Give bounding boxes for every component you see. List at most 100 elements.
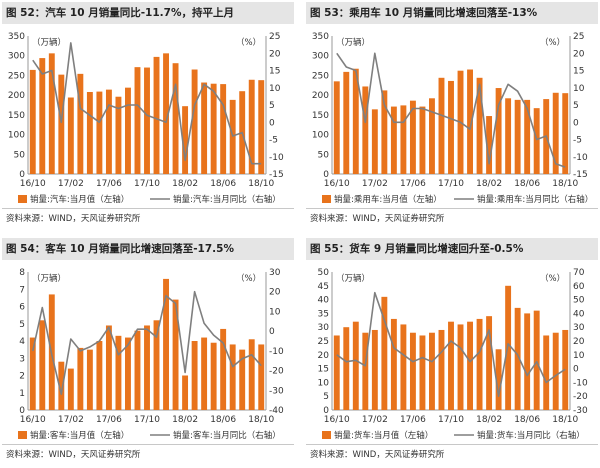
bar — [134, 330, 141, 410]
x-tick-label: 17/02 — [58, 415, 84, 425]
y-tick-label-left: 6 — [19, 303, 25, 313]
bar — [182, 106, 189, 174]
y-tick-label-left: 50 — [318, 268, 330, 278]
bar — [486, 116, 493, 174]
x-tick-label: 17/02 — [362, 415, 388, 425]
legend-bar-swatch — [18, 195, 27, 203]
x-tick-label: 17/06 — [96, 415, 122, 425]
bar — [495, 88, 502, 174]
y-tick-label-right: -5 — [573, 136, 582, 146]
bar — [115, 335, 122, 410]
chart-svg-truck: 0 5 10 15 20 25 30 35 40 45 50 -30 -20 -10 0 10 20 30 40 50… — [318, 268, 588, 441]
chart-panel-truck: 图 55：货车 9 月销量同比增速回升至-0.5% 0 5 10 15 20 25 30 35… — [306, 238, 598, 466]
bar — [352, 68, 359, 174]
y-tick-label-left: 25 — [318, 337, 329, 347]
y-tick-label-left: 50 — [14, 150, 26, 160]
bar — [362, 332, 369, 410]
bar — [486, 316, 493, 410]
bar — [438, 77, 445, 174]
legend-bar-swatch — [322, 195, 331, 203]
legend-bar-swatch — [322, 431, 331, 439]
legend-line-label: 销量:汽车:当月同比（右轴） — [173, 194, 281, 205]
chart-svg-bus: 0 1 2 3 4 5 6 7 8 -40 -30 -20 -10 0 10 20 30 （万辆） （%） 16/10… — [18, 268, 284, 441]
bar — [457, 324, 464, 410]
bar — [29, 69, 36, 174]
chart-panel-auto: 图 52：汽车 10 月销量同比-11.7%，持平上月 0 50 100 150 200… — [2, 2, 294, 230]
x-tick-label: 17/10 — [438, 415, 464, 425]
y-tick-label-left: 200 — [8, 91, 25, 101]
y-tick-label-left: 5 — [323, 392, 329, 402]
bar — [343, 327, 350, 410]
y-tick-label-right: 20 — [573, 49, 585, 59]
y-tick-label-left: 0 — [323, 406, 329, 416]
bar — [77, 347, 84, 410]
bar — [86, 349, 93, 410]
bar — [144, 325, 150, 410]
y-tick-label-left: 0 — [19, 406, 25, 416]
bar — [448, 80, 454, 174]
bar — [448, 321, 454, 410]
y-tick-label-right: -20 — [573, 392, 588, 402]
y-tick-label-right: -20 — [269, 367, 284, 377]
x-tick-label: 16/10 — [20, 415, 46, 425]
y-tick-label-right: 25 — [573, 32, 584, 42]
y-tick-label-right: 20 — [269, 49, 281, 59]
chart-title: 图 54：客车 10 月销量同比增速回落至-17.5% — [2, 238, 294, 260]
y-tick-label-right: -10 — [573, 153, 588, 163]
x-tick-label: 18/06 — [514, 179, 540, 189]
bar — [125, 337, 131, 410]
y-tick-label-right: 10 — [573, 84, 585, 94]
y-tick-label-left: 20 — [318, 351, 330, 361]
chart-source: 资料来源：WIND，天风证券研究所 — [310, 450, 445, 460]
bar — [201, 82, 208, 174]
y-tick-label-left: 4 — [19, 337, 25, 347]
yoy-line — [336, 52, 566, 168]
bar — [467, 69, 473, 174]
bar — [543, 335, 550, 410]
y-tick-label-left: 7 — [19, 285, 25, 295]
bar — [524, 313, 531, 410]
y-tick-label-left: 300 — [312, 52, 329, 62]
bar — [191, 69, 198, 174]
x-tick-label: 17/06 — [400, 179, 426, 189]
x-tick-label: 18/06 — [210, 179, 236, 189]
bar — [258, 80, 265, 174]
y-tick-label-right: 0 — [269, 327, 275, 337]
y-tick-label-right: -10 — [269, 347, 284, 357]
legend-line-label: 销量:乘用车:当月同比（右轴） — [477, 194, 593, 205]
y-tick-label-left: 1 — [19, 389, 25, 399]
divider — [2, 444, 294, 445]
bar — [352, 321, 359, 410]
bar — [495, 349, 502, 410]
y-tick-label-right: -15 — [269, 170, 284, 180]
y-tick-label-right: -10 — [269, 153, 284, 163]
x-tick-label: 18/10 — [248, 179, 274, 189]
y-tick-label-left: 0 — [323, 170, 329, 180]
bar — [552, 332, 559, 410]
bar — [390, 106, 397, 174]
y-tick-label-right: 15 — [269, 67, 280, 77]
bar — [125, 87, 131, 174]
x-tick-label: 18/10 — [552, 179, 578, 189]
y-tick-label-right: 30 — [269, 268, 281, 278]
yoy-line — [32, 42, 262, 165]
bar — [429, 332, 435, 410]
legend-bar-label: 销量:货车:当月值（左轴） — [334, 430, 433, 441]
y-tick-label-right: -30 — [269, 386, 284, 396]
bar — [400, 324, 407, 410]
bar — [86, 91, 93, 174]
y-tick-label-right: -5 — [269, 136, 278, 146]
x-tick-label: 17/10 — [438, 179, 464, 189]
y-tick-label-left: 100 — [312, 131, 329, 141]
y-tick-label-right: 10 — [269, 307, 281, 317]
bar — [248, 79, 255, 174]
y-tick-label-right: 20 — [573, 337, 585, 347]
y-tick-label-right: -40 — [269, 406, 284, 416]
divider — [306, 208, 598, 209]
chart-source: 资料来源：WIND，天风证券研究所 — [6, 450, 141, 460]
bar — [248, 339, 255, 410]
y-tick-label-right: 5 — [573, 101, 579, 111]
bar — [163, 53, 169, 174]
bar — [239, 349, 246, 410]
bar — [409, 100, 416, 174]
